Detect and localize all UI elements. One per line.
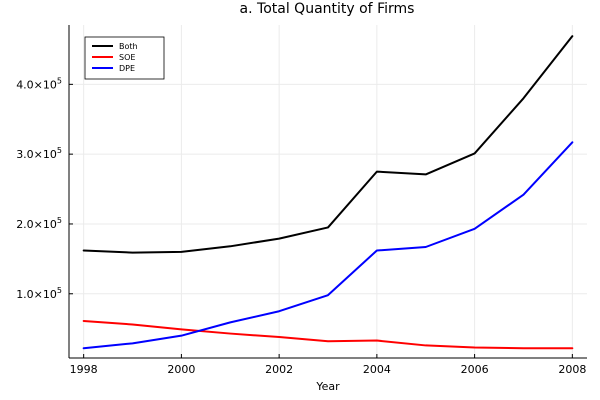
x-axis-label: Year (315, 380, 340, 393)
series-line-dpe (82, 141, 574, 350)
legend: Both SOE DPE (84, 36, 165, 80)
chart-title: a. Total Quantity of Firms (240, 1, 415, 17)
legend-label-soe: SOE (119, 53, 135, 62)
y-tick-label: 2.0×105 (16, 216, 62, 231)
series-line-both (82, 35, 574, 254)
grid-lines (69, 25, 587, 358)
series-line-soe (82, 320, 574, 350)
x-tick-labels: 1998 2000 2002 2004 2006 2008 (70, 354, 586, 376)
y-tick-label: 3.0×105 (16, 146, 62, 161)
y-tick-labels: 1.0×105 2.0×105 3.0×105 4.0×105 (16, 76, 73, 301)
axes (68, 25, 587, 359)
y-tick-label: 1.0×105 (16, 286, 62, 301)
x-tick-label: 2002 (265, 363, 293, 376)
x-tick-label: 2008 (558, 363, 586, 376)
x-tick-label: 2004 (363, 363, 391, 376)
legend-label-both: Both (119, 42, 138, 51)
x-tick-label: 2000 (167, 363, 195, 376)
x-tick-label: 1998 (70, 363, 98, 376)
x-tick-label: 2006 (461, 363, 489, 376)
y-tick-label: 4.0×105 (16, 76, 62, 91)
data-series (82, 35, 574, 350)
legend-label-dpe: DPE (119, 64, 135, 73)
